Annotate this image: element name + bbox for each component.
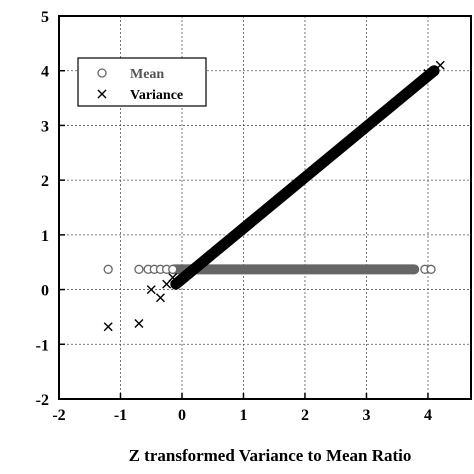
mean-point <box>134 264 144 274</box>
x-tick-label: 1 <box>239 407 247 424</box>
y-tick-label: 5 <box>41 9 49 26</box>
variance-point <box>134 318 144 328</box>
variance-point <box>146 285 156 295</box>
mean-point <box>426 264 436 274</box>
y-tick-label: 2 <box>41 173 49 190</box>
variance-point <box>155 293 165 303</box>
x-tick-label: 4 <box>424 407 432 424</box>
variance-point <box>423 68 433 78</box>
legend-label-mean: Mean <box>130 67 164 82</box>
legend: Mean Variance <box>77 57 207 107</box>
x-axis-title: Z transformed Variance to Mean Ratio <box>129 446 412 465</box>
variance-point <box>103 322 113 332</box>
y-tick-label: -1 <box>36 337 49 354</box>
x-tick-label: 0 <box>178 407 186 424</box>
data-layer <box>103 60 445 332</box>
y-tick-label: 0 <box>41 283 49 300</box>
mean-point <box>168 264 178 274</box>
mean-band <box>169 264 420 275</box>
mean-point <box>103 264 113 274</box>
y-tick-label: 4 <box>41 64 49 81</box>
y-tick-label: -2 <box>36 392 49 409</box>
y-tick-label: 3 <box>41 118 49 135</box>
x-tick-label: -1 <box>114 407 127 424</box>
legend-box <box>77 57 207 107</box>
axis-ticks: -2 -1 0 1 2 3 4 -2 -1 0 1 2 3 4 5 <box>36 9 432 424</box>
y-tick-label: 1 <box>41 228 49 245</box>
x-tick-label: 3 <box>362 407 370 424</box>
x-tick-label: -2 <box>52 407 65 424</box>
x-tick-label: 2 <box>301 407 309 424</box>
variance-band <box>170 65 440 290</box>
legend-label-variance: Variance <box>130 88 183 103</box>
plot-frame <box>58 15 472 400</box>
variance-point <box>168 273 178 283</box>
legend-marker-mean <box>97 68 107 78</box>
legend-marker-variance <box>97 89 107 99</box>
variance-point <box>435 60 445 70</box>
